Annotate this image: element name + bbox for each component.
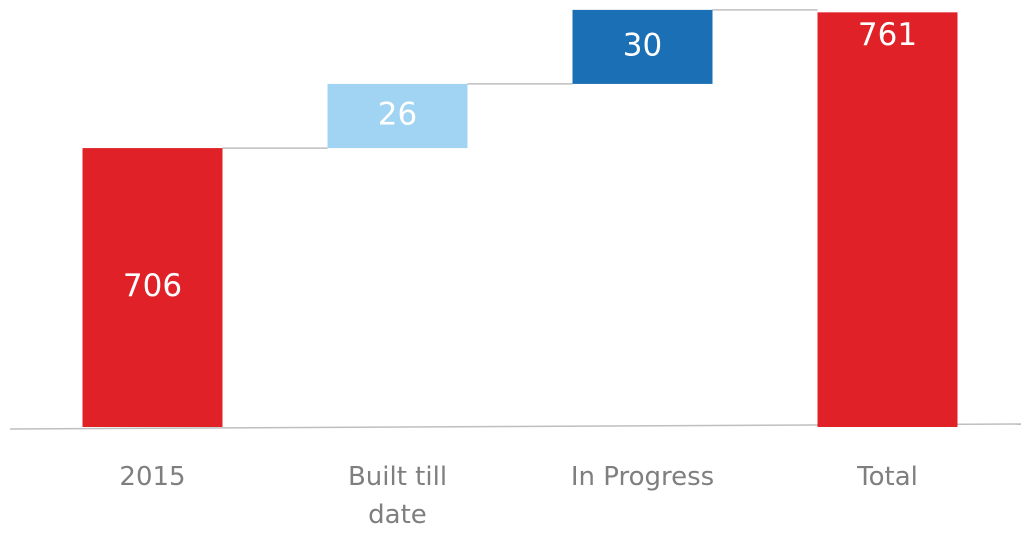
x-tick-label: 2015 <box>119 462 186 492</box>
bar <box>817 12 958 428</box>
x-tick-label: Total <box>857 462 918 492</box>
bar <box>327 83 468 149</box>
x-tick-label: In Progress <box>570 462 715 492</box>
value-label: 761 <box>858 17 917 53</box>
x-tick-label: Built till date <box>347 462 448 530</box>
bar <box>82 148 223 428</box>
value-label: 26 <box>378 97 417 133</box>
value-label: 30 <box>623 27 662 63</box>
value-label: 706 <box>123 268 182 304</box>
bar <box>572 9 713 84</box>
